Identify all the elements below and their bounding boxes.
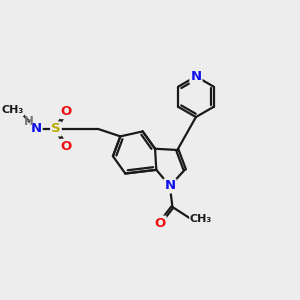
Text: N: N <box>190 70 202 83</box>
Text: O: O <box>60 140 71 153</box>
Text: CH₃: CH₃ <box>190 214 212 224</box>
Text: S: S <box>51 122 61 135</box>
Text: N: N <box>31 122 42 135</box>
Text: O: O <box>154 217 166 230</box>
Text: N: N <box>164 179 175 192</box>
Text: O: O <box>60 105 71 118</box>
Text: CH₃: CH₃ <box>2 105 24 116</box>
Text: H: H <box>24 115 34 128</box>
